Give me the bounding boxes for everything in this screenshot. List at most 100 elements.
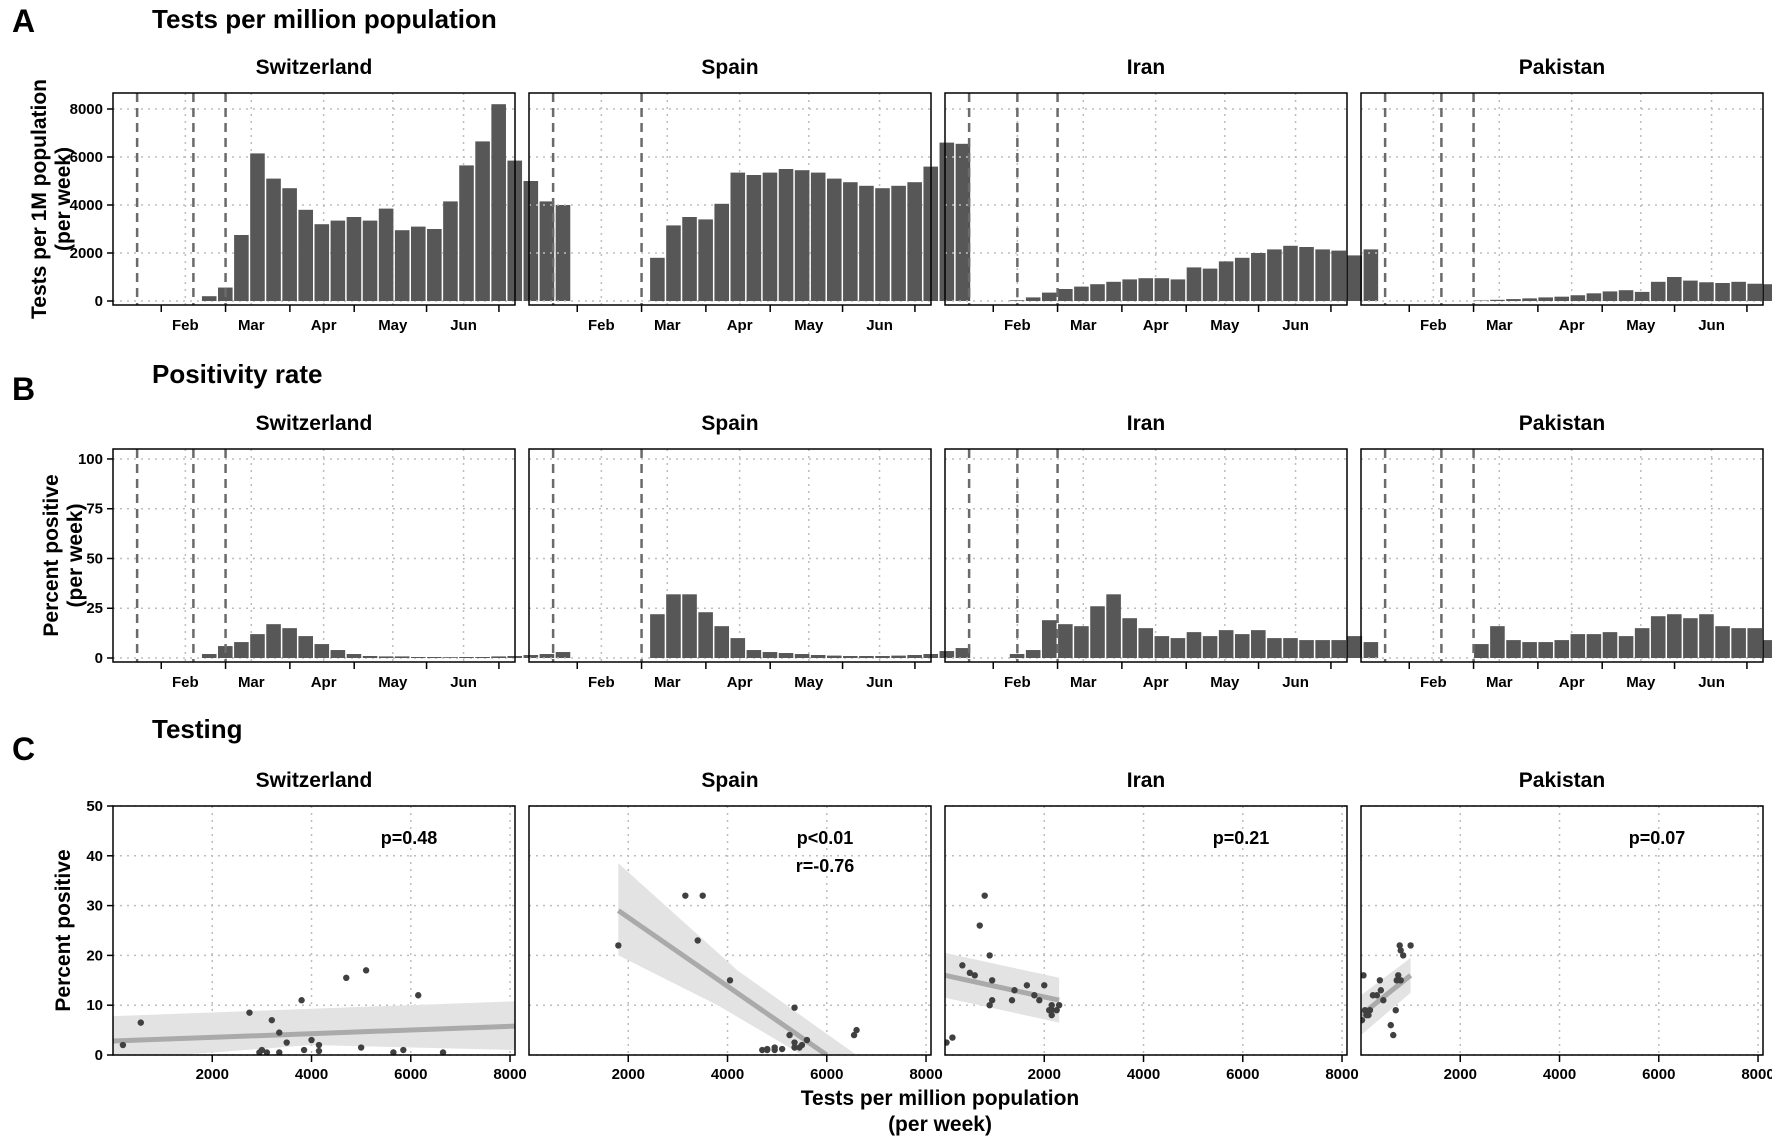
section-title-c: Testing <box>152 714 243 744</box>
data-point <box>791 1004 798 1011</box>
facet-plot-region <box>1361 942 1414 1039</box>
bar <box>266 624 281 658</box>
bar <box>1299 247 1314 301</box>
bar <box>459 657 474 658</box>
data-point <box>791 1039 798 1046</box>
bar <box>843 182 858 301</box>
bar <box>1234 634 1250 658</box>
bar <box>1331 250 1346 301</box>
x-tick-label: Mar <box>238 317 265 334</box>
data-point <box>263 1049 271 1055</box>
facet-switzerland: Switzerland Feb Mar Apr May Jun <box>112 412 571 691</box>
facet-frame <box>1360 805 1764 1056</box>
bar <box>650 614 665 658</box>
facet-frame <box>112 805 516 1056</box>
bar <box>1699 282 1714 301</box>
bar <box>1218 630 1234 658</box>
bar <box>1363 642 1379 658</box>
data-point <box>1407 942 1414 949</box>
bar <box>730 172 746 301</box>
bar <box>443 201 458 301</box>
data-point <box>1361 1016 1366 1024</box>
bar <box>427 229 442 301</box>
bar <box>1667 277 1682 301</box>
data-point <box>1390 1031 1397 1039</box>
p-value-annotation: p=0.07 <box>1629 828 1686 848</box>
data-point <box>390 1049 397 1055</box>
x-tick-label: Jun <box>866 317 893 334</box>
facet-title: Iran <box>1127 769 1166 792</box>
x-tick-label: Jun <box>1698 317 1725 334</box>
y-axis-title: Percent positive(per week) <box>40 474 87 636</box>
bar <box>1315 640 1330 658</box>
facet-iran: Iran Feb Mar Apr May Jun <box>944 412 1379 691</box>
x-tick-label: Feb <box>1420 674 1447 691</box>
facet-title: Iran <box>1127 412 1166 435</box>
bar <box>491 656 506 658</box>
x-tick-label: Apr <box>311 674 337 691</box>
bar <box>555 205 571 301</box>
bar <box>1715 626 1730 658</box>
x-tick-label: 4000 <box>711 1066 744 1083</box>
data-point <box>315 1041 323 1049</box>
data-point <box>682 892 689 899</box>
x-tick-label: 4000 <box>1543 1066 1576 1083</box>
bar <box>410 226 426 301</box>
y-tick-label: 100 <box>78 451 103 468</box>
bar <box>1731 628 1746 658</box>
data-point <box>1392 1006 1399 1014</box>
bar <box>1283 245 1298 301</box>
bar <box>1522 298 1537 301</box>
bar <box>523 655 539 658</box>
bar <box>1283 638 1298 658</box>
panel-letter-a: A <box>12 3 35 39</box>
data-point <box>771 1044 778 1051</box>
facet-frame <box>112 448 516 663</box>
y-tick-label: 0 <box>95 1047 103 1064</box>
x-tick-label: 2000 <box>612 1066 645 1083</box>
y-axis-title-line: Tests per 1M population <box>28 79 51 319</box>
bar <box>1041 620 1057 658</box>
x-tick-label: 8000 <box>1741 1066 1772 1083</box>
facet-iran: Iran p=0.21 2000 4000 6000 8000 <box>944 769 1359 1083</box>
data-point <box>1048 1002 1055 1009</box>
y-tick-label: 50 <box>86 550 103 567</box>
bar <box>1058 289 1073 301</box>
data-point <box>258 1046 266 1054</box>
bar <box>778 653 794 658</box>
bar <box>1586 634 1602 658</box>
y-tick-label: 25 <box>86 600 103 617</box>
y-tick-label: 10 <box>86 997 103 1014</box>
data-point <box>276 1029 283 1036</box>
bar <box>955 143 971 301</box>
bar <box>1090 284 1105 301</box>
y-tick-label: 50 <box>86 798 103 815</box>
facet-frame <box>528 448 932 663</box>
facet-spain: Spain p<0.01 r=-0.76 2000 4000 6000 8000 <box>528 769 943 1083</box>
bar <box>443 657 458 658</box>
bar <box>378 656 394 658</box>
bar <box>410 657 426 658</box>
bar <box>1299 640 1314 658</box>
y-tick-label: 20 <box>86 947 103 964</box>
bar <box>955 648 971 658</box>
bar <box>1154 636 1170 658</box>
data-point <box>137 1019 144 1026</box>
bar <box>539 654 555 658</box>
data-point <box>971 972 978 979</box>
x-tick-label: 2000 <box>196 1066 229 1083</box>
data-point <box>778 1045 786 1053</box>
bar <box>1490 299 1505 301</box>
bar <box>1683 280 1698 301</box>
bar <box>1009 654 1025 658</box>
bar <box>1618 290 1634 301</box>
y-axis-title: Tests per 1M population(per week) <box>28 79 75 319</box>
bar <box>1267 249 1282 301</box>
bar <box>875 188 890 301</box>
bar <box>330 650 346 658</box>
y-tick-label: 75 <box>86 501 103 518</box>
y-tick-label: 40 <box>86 848 103 865</box>
x-tick-label: 6000 <box>1642 1066 1675 1083</box>
bar <box>1106 281 1121 301</box>
x-tick-label: 8000 <box>909 1066 942 1083</box>
